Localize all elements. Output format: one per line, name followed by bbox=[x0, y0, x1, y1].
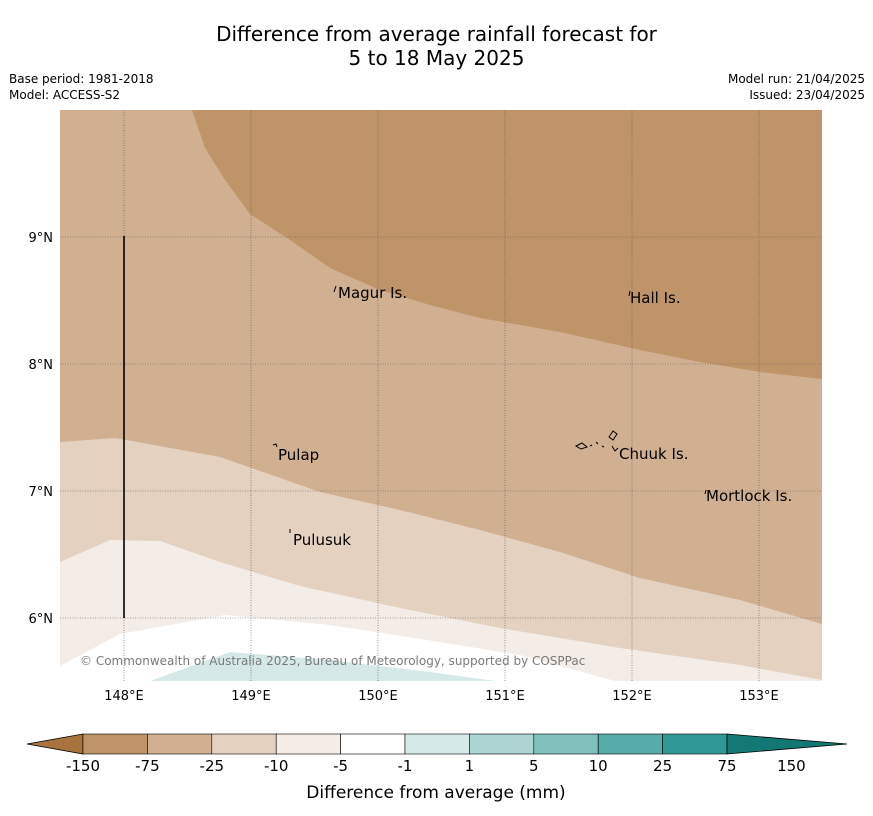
colorbar-tick-label: -150 bbox=[66, 757, 100, 775]
place-pulap: Pulap bbox=[278, 446, 319, 464]
colorbar-segment bbox=[82, 733, 148, 755]
colorbar-tick-label: -25 bbox=[200, 757, 225, 775]
colorbar-segment bbox=[597, 733, 663, 755]
colorbar-tick-label: 75 bbox=[717, 757, 736, 775]
place-chuuk: Chuuk Is. bbox=[619, 445, 688, 463]
map-plot-area: Magur Is. Hall Is. Pulap Chuuk Is. Mortl… bbox=[60, 110, 822, 681]
lon-label-149e: 149°E bbox=[231, 689, 271, 704]
place-mortlock: Mortlock Is. bbox=[706, 487, 792, 505]
colorbar-segment bbox=[662, 733, 728, 755]
band-plus1-inner bbox=[150, 652, 495, 681]
model-run-label: Model run: 21/04/2025 bbox=[727, 72, 865, 86]
issued-label: Issued: 23/04/2025 bbox=[749, 88, 865, 102]
colorbar-tick-label: -10 bbox=[264, 757, 289, 775]
colorbar-tick-label: 1 bbox=[465, 757, 475, 775]
map-title: Difference from average rainfall forecas… bbox=[0, 22, 873, 70]
colorbar-segment bbox=[147, 733, 213, 755]
colorbar-segment bbox=[211, 733, 277, 755]
colorbar-segment bbox=[469, 733, 535, 755]
colorbar-tick-label: 150 bbox=[777, 757, 806, 775]
colorbar-segment bbox=[533, 733, 599, 755]
place-hall: Hall Is. bbox=[630, 289, 681, 307]
copyright-text: © Commonwealth of Australia 2025, Bureau… bbox=[80, 654, 585, 668]
lon-label-151e: 151°E bbox=[485, 689, 525, 704]
band-minus75 bbox=[192, 110, 822, 379]
colorbar-extend-high bbox=[726, 733, 848, 755]
model-label: Model: ACCESS-S2 bbox=[9, 88, 121, 102]
colorbar-tick-label: 10 bbox=[589, 757, 608, 775]
colorbar-tick-label: -5 bbox=[333, 757, 348, 775]
title-line-2: 5 to 18 May 2025 bbox=[348, 46, 525, 70]
island-marks bbox=[272, 285, 707, 533]
colorbar-segment bbox=[404, 733, 470, 755]
colorbar-segment bbox=[275, 733, 341, 755]
meta-left: Base period: 1981-2018 Model: ACCESS-S2 bbox=[9, 71, 154, 103]
colorbar-tick-label: 25 bbox=[653, 757, 672, 775]
place-magur: Magur Is. bbox=[338, 284, 407, 302]
lat-label-7n: 7°N bbox=[29, 485, 54, 500]
colorbar-tick-label: 5 bbox=[529, 757, 539, 775]
lat-label-9n: 9°N bbox=[29, 231, 54, 246]
colorbar-tick-label: -75 bbox=[135, 757, 160, 775]
colorbar: -150 -75 -25 -10 -5 -1 1 5 10 25 75 150 bbox=[26, 733, 848, 775]
base-period-label: Base period: 1981-2018 bbox=[9, 72, 154, 86]
place-pulusuk: Pulusuk bbox=[293, 531, 351, 549]
colorbar-title: Difference from average (mm) bbox=[306, 783, 565, 803]
lat-label-8n: 8°N bbox=[29, 358, 54, 373]
meta-right: Model run: 21/04/2025 Issued: 23/04/2025 bbox=[728, 71, 865, 103]
colorbar-extend-low bbox=[26, 733, 84, 755]
colorbar-tick-label: -1 bbox=[398, 757, 413, 775]
lon-label-148e: 148°E bbox=[104, 689, 144, 704]
lon-label-152e: 152°E bbox=[612, 689, 652, 704]
lon-label-153e: 153°E bbox=[739, 689, 779, 704]
title-line-1: Difference from average rainfall forecas… bbox=[216, 22, 657, 46]
lon-label-150e: 150°E bbox=[358, 689, 398, 704]
lat-label-6n: 6°N bbox=[29, 612, 54, 627]
colorbar-segment bbox=[340, 733, 406, 755]
